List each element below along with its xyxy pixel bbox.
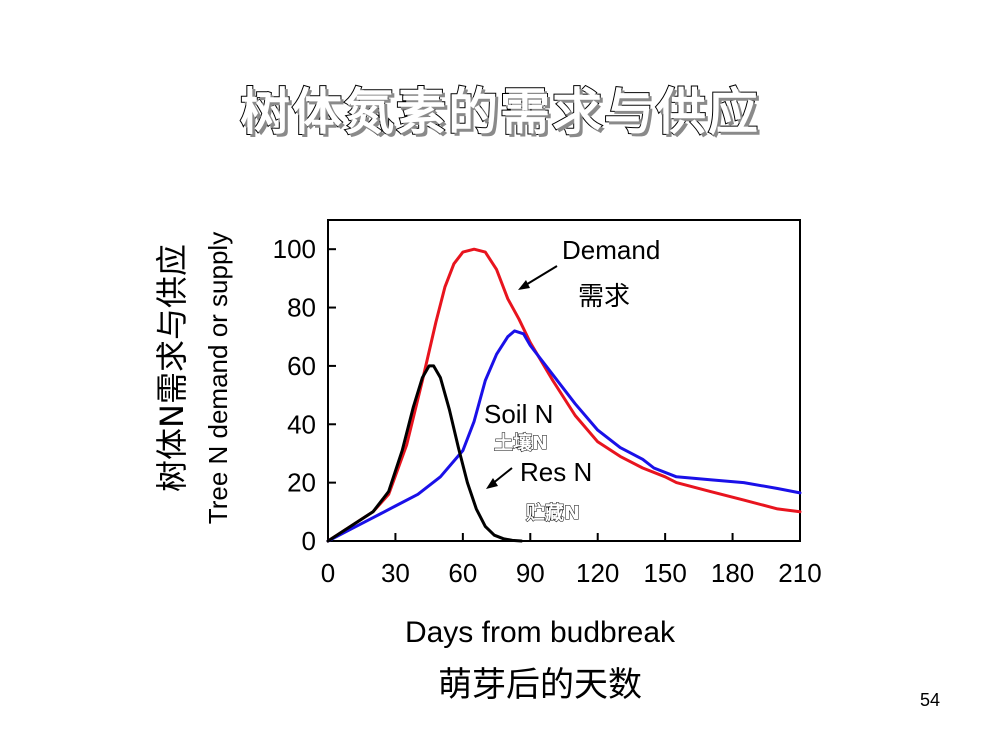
series-lines [326, 247, 802, 543]
res-n-arrowhead [486, 478, 498, 489]
y-axis-title: Tree N demand or supply [203, 232, 233, 524]
res-n-arrow [491, 467, 513, 485]
x-tick-label: 180 [711, 558, 754, 588]
annotation-soil-n-cn: 土壤N [494, 431, 548, 454]
page-number: 54 [919, 690, 940, 710]
annotation-res-n: Res N [520, 457, 592, 487]
x-tick-label: 30 [381, 558, 410, 588]
x-tick-label: 60 [448, 558, 477, 588]
y-tick-label: 40 [287, 409, 316, 439]
y-tick-label: 60 [287, 351, 316, 381]
y-tick-label: 20 [287, 468, 316, 498]
x-axis-title: Days from budbreak [404, 616, 676, 649]
series-line-res-n [326, 364, 523, 543]
annotation-soil-n: Soil N [484, 399, 553, 429]
slide-title: 树体氮素的需求与供应 [239, 82, 760, 142]
x-tick-label: 120 [576, 558, 619, 588]
x-axis-title-cn: 萌芽后的天数 [438, 665, 642, 705]
annotation-demand: Demand [562, 235, 660, 265]
plot-frame [327, 219, 801, 542]
x-tick-label: 210 [778, 558, 821, 588]
demand-arrow [523, 265, 558, 287]
y-tick-label: 0 [302, 526, 316, 556]
annotation-demand-cn: 需求 [578, 282, 630, 312]
y-tick-label: 80 [287, 293, 316, 323]
demand-arrowhead [518, 280, 530, 290]
x-tick-label: 0 [321, 558, 335, 588]
axis-ticks: 0 30 60 90 120 150 180 210 0 20 40 60 80 100 [273, 234, 822, 588]
series-line-demand [326, 247, 802, 543]
series-line-soil-n [326, 329, 802, 543]
x-tick-label: 150 [643, 558, 686, 588]
y-tick-label: 100 [273, 234, 316, 264]
x-tick-label: 90 [516, 558, 545, 588]
annotation-res-n-cn: 贮藏N [525, 501, 580, 524]
y-axis-title-cn: 树体N需求与供应 [153, 244, 191, 492]
